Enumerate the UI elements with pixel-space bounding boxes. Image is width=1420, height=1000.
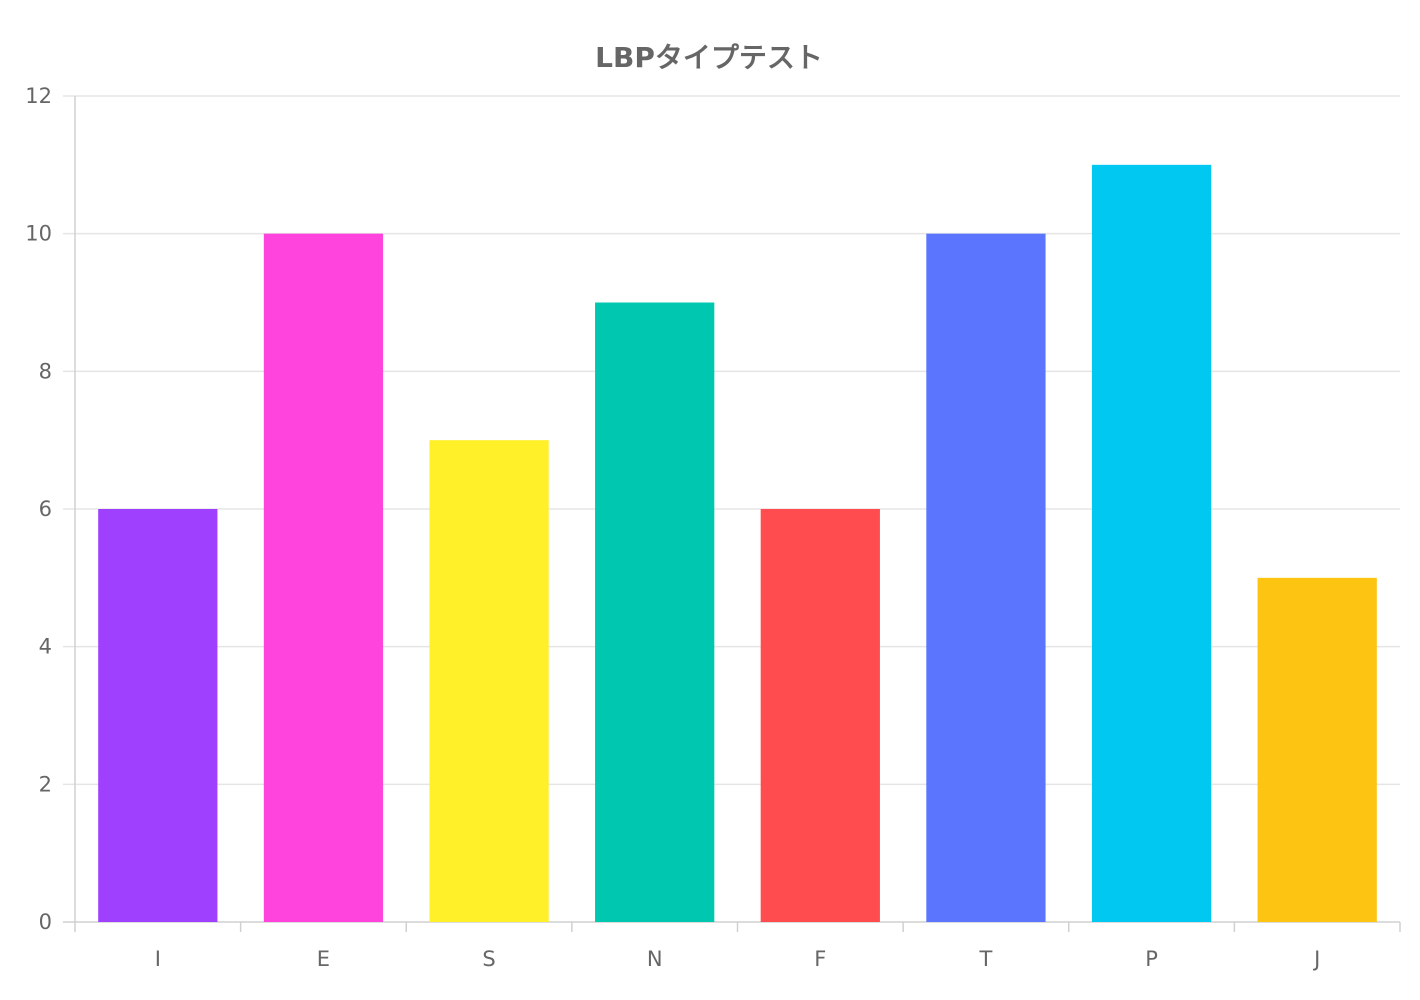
x-tick-label: P <box>1145 947 1158 971</box>
y-tick-label: 4 <box>39 635 52 659</box>
x-tick-label: E <box>317 947 330 971</box>
bar-e[interactable] <box>263 233 384 922</box>
bar-t[interactable] <box>926 233 1046 922</box>
chart-title: LBPタイプテスト <box>595 41 823 74</box>
bars <box>98 164 1377 923</box>
x-tick-label: S <box>482 947 495 971</box>
bar-n[interactable] <box>595 302 715 923</box>
x-tick-label: T <box>979 947 993 971</box>
y-tick-label: 8 <box>39 359 52 383</box>
bar-s[interactable] <box>429 440 549 922</box>
x-tick-label: F <box>814 947 826 971</box>
y-tick-label: 10 <box>25 222 52 246</box>
bar-p[interactable] <box>1091 164 1212 923</box>
y-tick-label: 0 <box>39 910 52 934</box>
y-tick-label: 2 <box>39 772 52 796</box>
bar-j[interactable] <box>1257 577 1377 922</box>
y-tick-label: 6 <box>39 497 52 521</box>
x-tick-label: N <box>647 947 663 971</box>
bar-i[interactable] <box>98 509 218 922</box>
y-tick-labels: 0 2 4 6 8 10 12 <box>25 84 52 934</box>
x-tick-label: J <box>1312 947 1320 971</box>
x-tick-label: I <box>155 947 161 971</box>
bar-f[interactable] <box>760 509 880 922</box>
y-tick-label: 12 <box>25 84 52 108</box>
